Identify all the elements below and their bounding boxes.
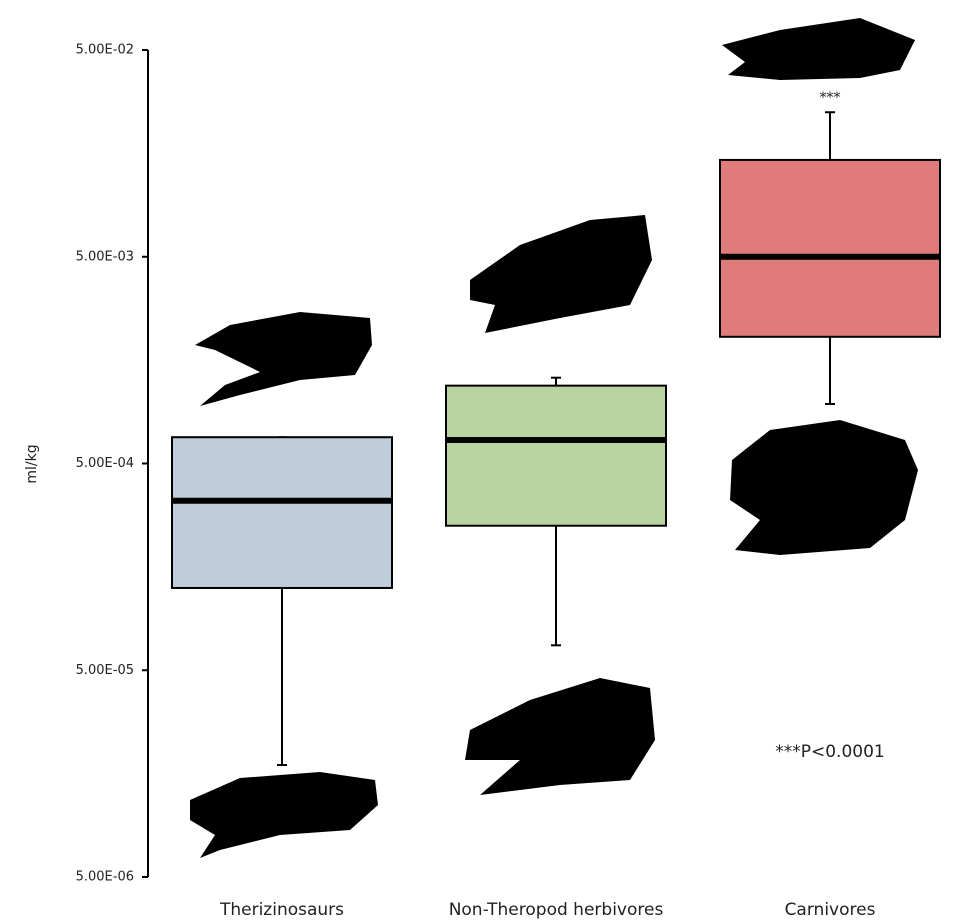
x-tick-label: Carnivores bbox=[785, 900, 876, 920]
y-tick-label: 5.00E-03 bbox=[76, 249, 134, 264]
box bbox=[719, 158, 941, 338]
box bbox=[445, 384, 667, 527]
p-value-note: ***P<0.0001 bbox=[775, 742, 884, 762]
y-tick-label: 5.00E-04 bbox=[76, 456, 134, 471]
skull-silhouettes bbox=[190, 18, 918, 858]
box bbox=[171, 436, 393, 589]
y-axis-label: ml/kg bbox=[24, 444, 40, 483]
skull bbox=[730, 420, 918, 555]
significance-mark: *** bbox=[820, 90, 841, 106]
skull bbox=[195, 312, 372, 406]
y-tick-label: 5.00E-05 bbox=[76, 663, 134, 678]
skull bbox=[470, 215, 652, 333]
skull bbox=[465, 678, 655, 795]
x-tick-label: Non-Theropod herbivores bbox=[449, 900, 664, 920]
y-tick-label: 5.00E-06 bbox=[76, 870, 134, 885]
skull bbox=[190, 772, 378, 858]
x-tick-label: Therizinosaurs bbox=[219, 900, 344, 920]
y-tick-label: 5.00E-02 bbox=[76, 43, 134, 58]
skull bbox=[722, 18, 915, 80]
